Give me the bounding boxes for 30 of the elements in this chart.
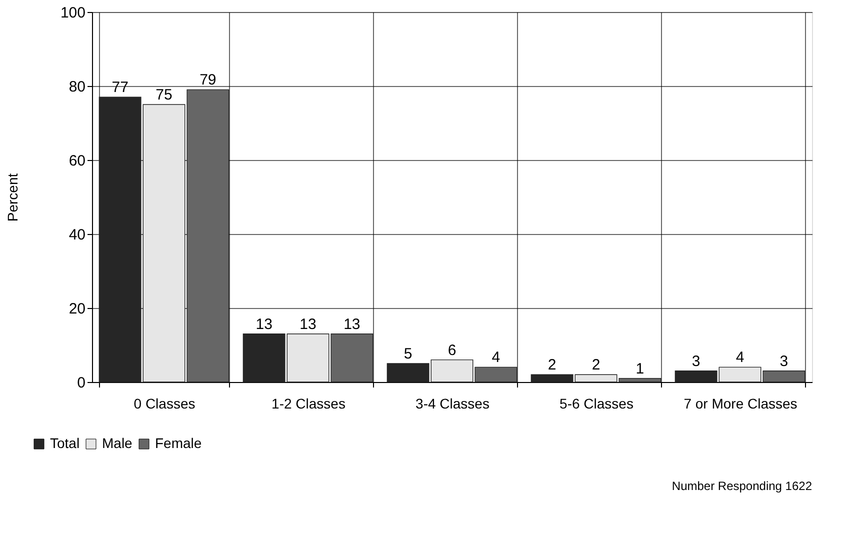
x-tick-label: 5-6 Classes	[560, 396, 634, 412]
data-label: 2	[592, 356, 600, 374]
y-tick-label: 80	[68, 78, 86, 96]
y-tick-label: 100	[60, 4, 86, 22]
data-label: 1	[636, 360, 644, 378]
y-tick-label: 40	[68, 226, 86, 244]
data-label: 3	[692, 352, 700, 370]
x-tick-label: 3-4 Classes	[416, 396, 490, 412]
y-axis-title: Percent	[4, 173, 20, 222]
y-tick-label: 20	[68, 300, 86, 318]
data-label: 79	[200, 72, 216, 89]
legend-label: Total	[50, 435, 80, 451]
data-label: 6	[448, 342, 456, 359]
y-tick-label: 60	[68, 152, 86, 170]
legend-label: Male	[102, 435, 133, 451]
data-label: 75	[156, 86, 172, 104]
text: Number Responding 1622	[672, 479, 812, 493]
data-label: 4	[736, 349, 744, 366]
x-tick-label: 7 or More Classes	[684, 396, 798, 412]
x-tick-label: 1-2 Classes	[272, 396, 346, 412]
data-label: 2	[548, 356, 556, 374]
y-tick-label: 0	[77, 374, 86, 392]
data-label: 5	[404, 346, 412, 362]
data-label: 13	[300, 316, 316, 333]
data-label: 13	[344, 316, 360, 333]
data-label: 4	[492, 349, 500, 366]
legend-label: Female	[155, 435, 202, 451]
x-tick-label: 0 Classes	[134, 396, 196, 412]
data-label: 13	[256, 316, 272, 333]
data-label: 3	[780, 352, 788, 370]
